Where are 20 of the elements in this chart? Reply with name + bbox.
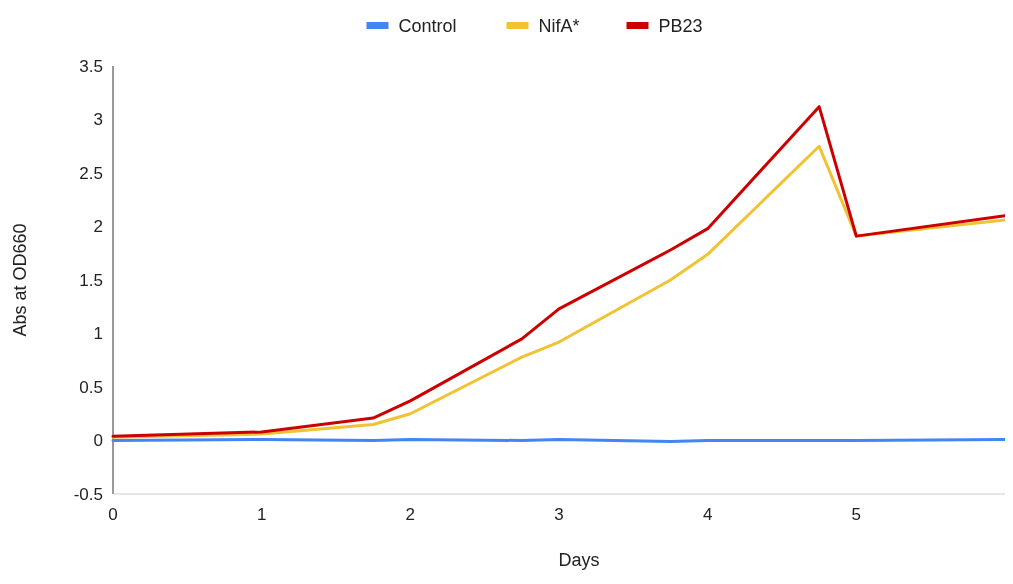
y-axis-title: Abs at OD660	[10, 223, 30, 337]
legend-label: Control	[398, 16, 457, 37]
legend-label: NifA*	[538, 16, 580, 37]
x-tick-label: 3	[554, 505, 564, 524]
x-tick-label: 0	[108, 505, 118, 524]
y-tick-label: 0.5	[79, 377, 103, 397]
x-tick-label: 5	[851, 505, 862, 524]
legend-label: PB23	[658, 16, 703, 37]
y-tick-label: 3.5	[79, 56, 103, 76]
x-axis-title: Days	[558, 550, 600, 570]
x-tick-label: 1	[256, 505, 267, 524]
y-tick-label: 2	[93, 217, 103, 237]
x-tick-label: 2	[405, 505, 416, 524]
y-tick-label: 2.5	[79, 163, 103, 183]
y-tick-label: 1	[93, 324, 103, 344]
x-tick-label: 4	[702, 505, 713, 524]
y-tick-label: 3	[93, 110, 103, 130]
y-tick-label: 0	[93, 431, 103, 451]
y-tick-label: -0.5	[73, 484, 103, 504]
y-tick-label: 1.5	[79, 270, 103, 290]
